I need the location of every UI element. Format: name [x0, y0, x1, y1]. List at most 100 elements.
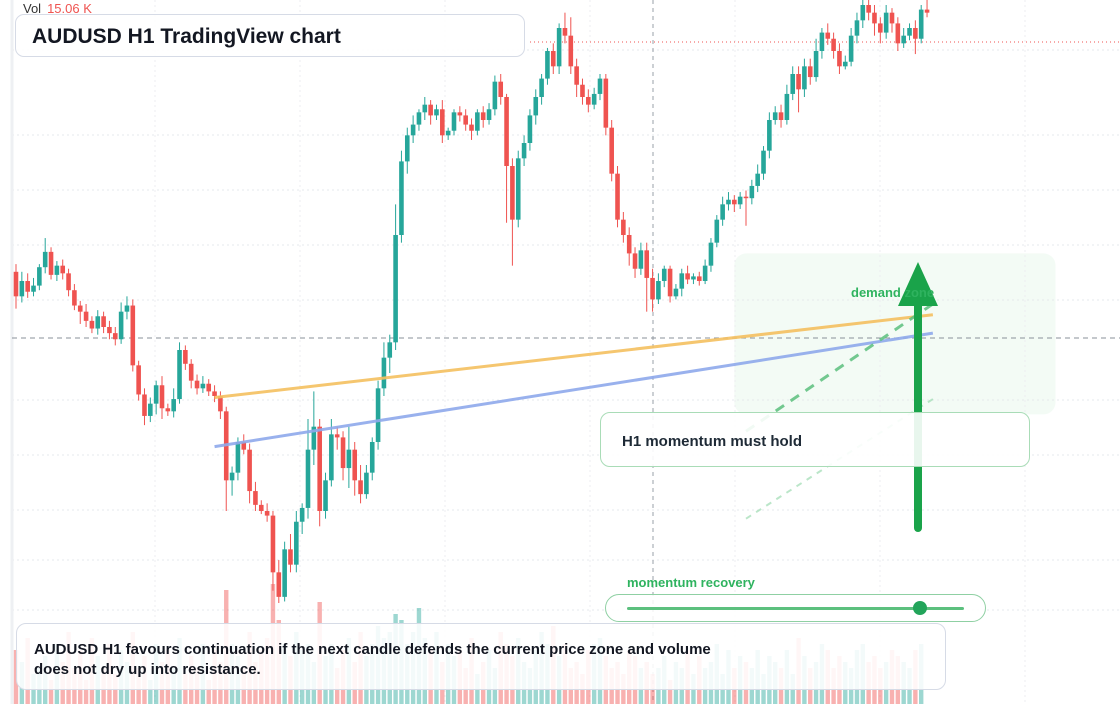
- candle-body: [831, 38, 836, 51]
- momentum-callout: H1 momentum must hold: [600, 412, 1030, 467]
- candle-body: [323, 480, 328, 511]
- candle-body: [632, 253, 638, 269]
- candle-body: [848, 35, 854, 62]
- candle-body: [714, 219, 720, 243]
- candle-body: [165, 408, 171, 412]
- candle-body: [521, 143, 527, 159]
- candle-body: [66, 273, 71, 291]
- candle-body: [673, 288, 679, 297]
- candle-body: [329, 434, 334, 481]
- momentum-recovery-label: momentum recovery: [627, 575, 755, 590]
- candle-body: [124, 305, 130, 312]
- candle-body: [545, 51, 550, 79]
- candle-body: [586, 97, 591, 105]
- candle-body: [621, 219, 626, 235]
- candle-body: [346, 449, 352, 469]
- candle-body: [72, 290, 77, 306]
- candle-body: [212, 391, 217, 396]
- candle-body: [206, 383, 212, 392]
- candle-body: [311, 426, 317, 450]
- candle-body: [183, 350, 188, 364]
- candle-body: [352, 449, 358, 481]
- candle-body: [142, 394, 147, 416]
- candle-body: [685, 273, 690, 280]
- candle-body: [644, 250, 650, 278]
- candle-body: [679, 273, 685, 289]
- candle-body: [510, 166, 515, 220]
- candle-body: [282, 549, 287, 597]
- candle-body: [463, 115, 468, 125]
- volume-bar: [83, 680, 89, 704]
- candle-body: [556, 28, 562, 67]
- volume-label: Vol: [23, 1, 42, 16]
- candle-body: [77, 305, 83, 312]
- note-text: AUDUSD H1 favours continuation if the ne…: [34, 641, 711, 678]
- candle-body: [299, 507, 305, 522]
- volume-bar: [148, 680, 153, 704]
- candle-body: [54, 265, 60, 275]
- candle-body: [270, 515, 276, 573]
- candle-body: [229, 472, 235, 481]
- candle-body: [813, 51, 819, 78]
- candle-body: [340, 437, 346, 469]
- candle-body: [440, 109, 445, 136]
- candle-body: [404, 135, 410, 162]
- candle-body: [136, 365, 141, 395]
- candle-body: [118, 311, 124, 340]
- candle-body: [264, 511, 270, 516]
- candle-body: [807, 66, 813, 78]
- candle-body: [83, 311, 89, 321]
- candle-body: [60, 265, 66, 274]
- candle-body: [369, 442, 375, 473]
- candle-body: [235, 442, 241, 473]
- candle-body: [749, 185, 755, 199]
- candle-body: [562, 28, 568, 36]
- candle-body: [247, 449, 252, 492]
- candle-body: [638, 250, 644, 269]
- candle-body: [375, 388, 381, 442]
- candle-body: [434, 109, 439, 116]
- candle-body: [790, 74, 796, 94]
- candle-body: [574, 66, 579, 85]
- candle-body: [708, 242, 714, 266]
- candle-body: [317, 426, 322, 511]
- volume-bar: [206, 680, 211, 704]
- candle-body: [89, 320, 95, 329]
- candle-body: [696, 276, 702, 281]
- candle-body: [387, 342, 393, 358]
- volume-bar: [48, 680, 54, 704]
- candle-body: [486, 109, 492, 120]
- candle-body: [31, 285, 36, 292]
- candle-body: [767, 120, 772, 151]
- candle-body: [253, 491, 258, 505]
- slider-knob[interactable]: [913, 601, 928, 615]
- candle-body: [428, 104, 433, 116]
- candle-body: [159, 385, 165, 409]
- candle-body: [364, 472, 369, 495]
- support-line-upper: [214, 313, 934, 400]
- candle-body: [416, 112, 422, 125]
- candle-body: [422, 104, 428, 113]
- candle-body: [895, 23, 901, 44]
- analysis-note: AUDUSD H1 favours continuation if the ne…: [16, 623, 946, 690]
- candle-body: [498, 81, 504, 97]
- trend-line-steep: [745, 302, 934, 433]
- candle-body: [504, 97, 509, 166]
- candle-body: [381, 357, 387, 389]
- candle-body: [872, 12, 877, 24]
- volume-bar: [667, 680, 673, 704]
- candle-body: [667, 268, 673, 297]
- candle-body: [492, 81, 498, 110]
- candle-body: [95, 316, 101, 329]
- candle-body: [188, 363, 194, 381]
- candle-body: [258, 504, 264, 511]
- candle-body: [597, 78, 603, 94]
- candle-body: [580, 84, 585, 97]
- candle-body: [860, 5, 866, 21]
- candle-body: [866, 5, 871, 13]
- candle-body: [913, 28, 918, 39]
- momentum-slider[interactable]: [605, 594, 986, 622]
- candle-body: [37, 267, 42, 286]
- candle-body: [550, 51, 556, 67]
- candle-body: [737, 196, 743, 205]
